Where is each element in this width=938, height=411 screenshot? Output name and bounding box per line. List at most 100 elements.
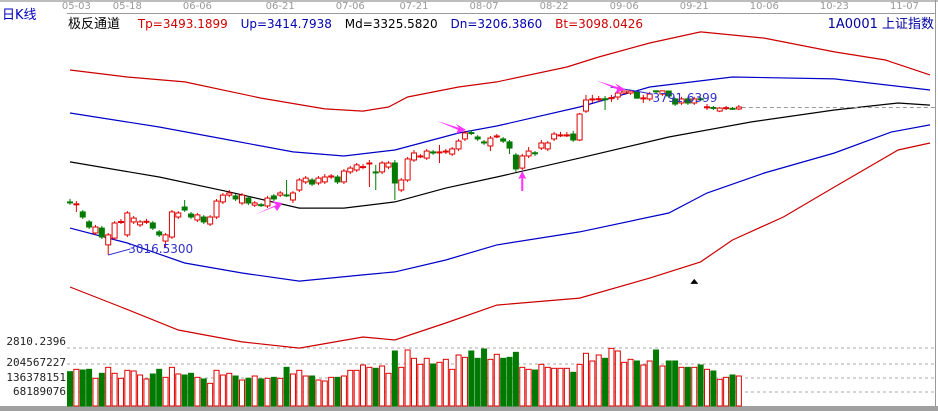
band-bt-line — [69, 142, 931, 349]
candle-up — [487, 137, 494, 147]
symbol-label: 1A0001 上证指数 — [827, 17, 934, 32]
volume-axis-label: 136378151 — [6, 371, 66, 384]
bottom-scrollbar[interactable] — [0, 406, 938, 411]
volume-bar — [417, 363, 424, 407]
candle-up — [461, 132, 468, 140]
volume-bar — [398, 366, 405, 407]
volume-bar — [449, 368, 456, 407]
signal-arrow-icon — [596, 80, 626, 94]
volume-bar — [525, 368, 532, 407]
legend-dn: Dn=3206.3860 — [450, 17, 543, 31]
volume-bar — [156, 368, 163, 407]
candle-down — [232, 195, 239, 200]
candle-up — [716, 107, 723, 112]
candle-up — [659, 90, 666, 95]
candle-up — [194, 214, 201, 221]
candle-up — [296, 179, 303, 191]
volume-bar — [283, 366, 290, 407]
candle-up — [735, 106, 742, 110]
candle-up — [321, 176, 328, 183]
candle-up — [493, 135, 500, 138]
volume-bar — [716, 378, 723, 407]
volume-bar — [67, 371, 73, 407]
volume-bar — [321, 380, 328, 407]
volume-bar — [245, 377, 252, 407]
volume-bar — [608, 347, 615, 407]
volume-bar — [296, 369, 303, 407]
date-tick-label: 06-21 — [265, 1, 295, 12]
date-tick-label: 05-03 — [61, 1, 91, 12]
volume-bar — [270, 376, 277, 407]
volume-axis-label: 204567227 — [6, 356, 66, 369]
candle-down — [602, 98, 609, 101]
volume-bar — [684, 366, 691, 407]
volume-bars — [67, 347, 742, 407]
volume-axis-label: 68189076 — [13, 385, 66, 398]
volume-bar — [595, 354, 602, 407]
candle-up — [379, 162, 386, 173]
volume-bar — [602, 357, 609, 407]
volume-bar — [621, 361, 628, 407]
volume-bar — [340, 375, 347, 407]
volume-bar — [404, 349, 411, 407]
date-tick-label: 08-07 — [469, 1, 499, 12]
candle-down — [570, 133, 577, 141]
candle-up — [264, 197, 271, 207]
volume-bar — [691, 366, 698, 407]
candle-up — [315, 177, 322, 184]
candle-up — [455, 140, 462, 150]
legend-bt: Bt=3098.0426 — [555, 17, 644, 31]
volume-bar — [423, 357, 430, 407]
candle-up — [423, 150, 430, 159]
volume-bar — [665, 360, 672, 407]
candle-down — [672, 98, 679, 105]
signal-arrow-icon — [518, 171, 527, 191]
candle-up — [366, 162, 373, 165]
volume-bar — [640, 364, 647, 407]
volume-bar — [430, 363, 437, 407]
candle-up — [353, 164, 360, 171]
candle-down — [710, 106, 717, 109]
volume-bar — [98, 372, 105, 407]
date-tick-label: 09-21 — [679, 1, 709, 12]
volume-bar — [500, 357, 507, 407]
candle-up — [226, 192, 233, 196]
candle-down — [79, 211, 86, 218]
candle-up — [538, 142, 545, 149]
candle-up — [640, 97, 647, 100]
band-md-line — [69, 102, 931, 209]
candle-up — [410, 152, 417, 161]
candle-up — [207, 216, 214, 225]
volume-bar — [653, 349, 660, 407]
candle-down — [200, 216, 207, 223]
candle-up — [519, 155, 526, 169]
volume-bar — [315, 379, 322, 407]
volume-bar — [627, 358, 634, 407]
band-tp-line — [69, 31, 931, 112]
candle-down — [391, 162, 398, 184]
candle-up — [219, 194, 226, 203]
volume-bar — [347, 369, 354, 407]
period-label[interactable]: 日K线 — [2, 8, 37, 23]
candle-up — [589, 98, 596, 101]
price-axis-label: 2810.2396 — [6, 335, 66, 348]
candle-up — [340, 170, 347, 183]
volume-bar — [360, 364, 367, 407]
candle-up — [449, 148, 456, 155]
candle-down — [245, 197, 252, 204]
candle-up — [92, 226, 99, 234]
volume-bar — [226, 372, 233, 407]
volume-bar — [219, 374, 226, 407]
volume-bar — [512, 351, 519, 407]
indicator-name: 极反通道 — [68, 17, 121, 32]
volume-bar — [729, 374, 736, 407]
candle-up — [168, 211, 175, 238]
volume-bar — [563, 367, 570, 407]
volume-bar — [334, 376, 341, 407]
signal-arrow-icon — [254, 201, 283, 216]
candle-down — [188, 213, 195, 218]
volume-bar — [704, 368, 710, 407]
volume-bar — [379, 365, 386, 407]
candle-up — [436, 151, 443, 154]
